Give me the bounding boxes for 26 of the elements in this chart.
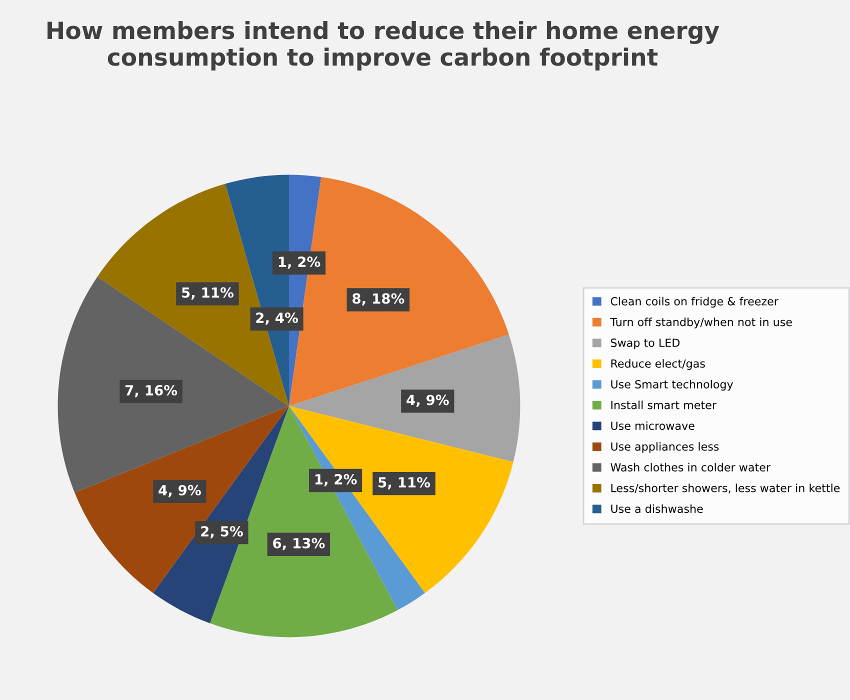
chart-title: How members intend to reduce their home energy consumption to improve carbon footprint [48, 21, 720, 70]
pie-slice [289, 334, 520, 462]
legend-label: Use microwave [611, 421, 694, 430]
pie-slice [74, 406, 289, 594]
legend-label: Wash clothes in colder water [610, 462, 771, 472]
data-label: 7, 16% [125, 385, 178, 398]
legend-label: Install smart meter [611, 400, 716, 410]
data-label: 6, 13% [273, 538, 325, 550]
data-label: 4, 9% [158, 484, 201, 498]
legend-label: Use Smart technology [611, 380, 734, 391]
data-label: 1, 2% [278, 256, 320, 269]
legend-label: Clean coils on fridge & freezer [610, 296, 778, 308]
legend-label: Turn off standby/when not in use [610, 318, 792, 328]
legend-label: Reduce elect/gas [611, 359, 705, 370]
data-label: 1, 2% [315, 474, 357, 486]
data-label: 5, 11% [182, 287, 234, 300]
pie-slice [289, 406, 514, 594]
legend-label: Use appliances less [611, 442, 719, 453]
data-label: 2, 4% [256, 312, 298, 325]
data-label: 8, 18% [352, 293, 404, 306]
legend-label: Swap to LED [610, 338, 680, 350]
legend-label: Less/shorter showers, less water in kettle [611, 484, 840, 494]
legend-label: Use a dishwashe [611, 504, 703, 513]
data-label: 2, 5% [201, 526, 243, 538]
data-label: 4, 9% [406, 394, 449, 407]
data-label: 5, 11% [378, 477, 430, 490]
